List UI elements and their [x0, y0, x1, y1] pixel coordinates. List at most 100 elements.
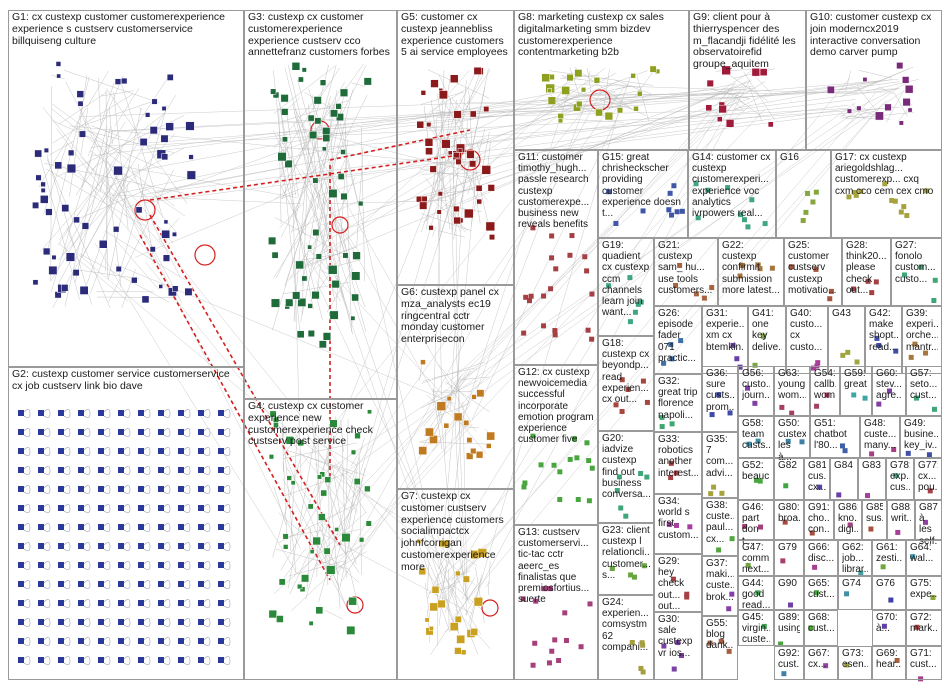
node — [521, 484, 527, 490]
edge — [428, 119, 466, 192]
edge — [284, 67, 340, 153]
self-loop — [103, 618, 111, 627]
node — [185, 121, 195, 131]
edge — [488, 561, 491, 595]
group-box-g59: G59: great — [840, 366, 872, 416]
node — [659, 424, 665, 430]
node — [78, 600, 84, 606]
group-box-g60: G60: stev... agre... — [872, 366, 906, 416]
node — [486, 443, 492, 449]
group-label: G45: virgin... custe... — [742, 612, 770, 646]
edge — [337, 222, 437, 398]
node-layer — [18, 61, 938, 682]
edge — [42, 106, 147, 238]
self-loop — [63, 656, 71, 665]
self-loop — [481, 599, 499, 617]
node — [309, 130, 318, 140]
node — [138, 524, 144, 530]
group-box-g49: G49: busine... key_iv... — [900, 416, 942, 458]
group-box-g52: G52: beauc... — [738, 458, 774, 500]
node — [18, 486, 24, 492]
node — [725, 119, 735, 128]
group-label: G37: maki... custe... brok... — [706, 558, 734, 603]
node — [443, 422, 450, 429]
node — [438, 90, 448, 100]
node — [292, 291, 301, 300]
edge — [461, 577, 475, 600]
node — [218, 619, 224, 625]
node — [856, 105, 862, 111]
self-loop — [83, 447, 91, 456]
self-loop — [43, 618, 51, 627]
node — [285, 436, 295, 445]
node — [880, 564, 886, 570]
self-loop — [123, 447, 131, 456]
self-loop — [223, 409, 231, 418]
edge — [132, 89, 575, 172]
node — [707, 640, 713, 646]
node — [462, 575, 470, 583]
node — [927, 488, 933, 494]
edge — [94, 243, 298, 574]
edge — [145, 262, 349, 512]
edge — [274, 217, 340, 253]
node — [218, 600, 224, 606]
group-label: G30: sale custexp vr ios... — [658, 614, 693, 659]
self-loop — [23, 599, 31, 608]
node — [874, 335, 880, 341]
edge — [328, 200, 448, 205]
self-loop — [103, 656, 111, 665]
group-label: G82 — [778, 460, 797, 471]
node — [836, 492, 842, 498]
edge — [311, 108, 851, 180]
self-loop — [23, 428, 31, 437]
node — [619, 377, 625, 383]
node — [166, 73, 174, 81]
edge — [347, 102, 856, 472]
edge — [438, 99, 856, 149]
node — [339, 88, 349, 97]
edge — [326, 110, 858, 472]
edge — [466, 75, 483, 104]
group-box-g2: G2: custexp customer service customerser… — [8, 367, 244, 680]
node — [178, 410, 184, 416]
node — [865, 493, 871, 499]
node — [58, 562, 64, 568]
node — [323, 547, 331, 555]
node — [869, 290, 875, 296]
node — [268, 609, 277, 619]
group-label: G35: 7 com... advi... — [706, 434, 734, 479]
node — [198, 581, 204, 587]
node — [623, 513, 629, 519]
node — [666, 207, 672, 213]
node — [475, 451, 484, 459]
edge — [437, 363, 471, 405]
self-loop — [223, 485, 231, 494]
node — [711, 484, 717, 490]
node — [668, 475, 674, 481]
node — [489, 234, 495, 241]
edge — [46, 168, 143, 226]
node — [884, 103, 892, 111]
edge — [62, 149, 123, 256]
node — [118, 410, 124, 416]
node — [567, 252, 573, 258]
self-loop — [23, 618, 31, 627]
node — [78, 524, 84, 530]
node — [172, 285, 179, 292]
node — [706, 79, 714, 87]
node — [98, 562, 104, 568]
node — [51, 254, 57, 260]
edge — [427, 609, 430, 643]
edge — [273, 65, 335, 114]
node — [118, 448, 124, 454]
node — [78, 657, 84, 663]
node — [131, 277, 138, 284]
node — [172, 231, 177, 237]
node — [557, 469, 563, 475]
node — [840, 352, 846, 358]
group-box-g78: G78: exp... cus... — [886, 458, 914, 500]
node — [609, 566, 615, 572]
group-label: G24: experien... comsystm 62 compani... — [602, 597, 649, 653]
node — [752, 400, 758, 406]
